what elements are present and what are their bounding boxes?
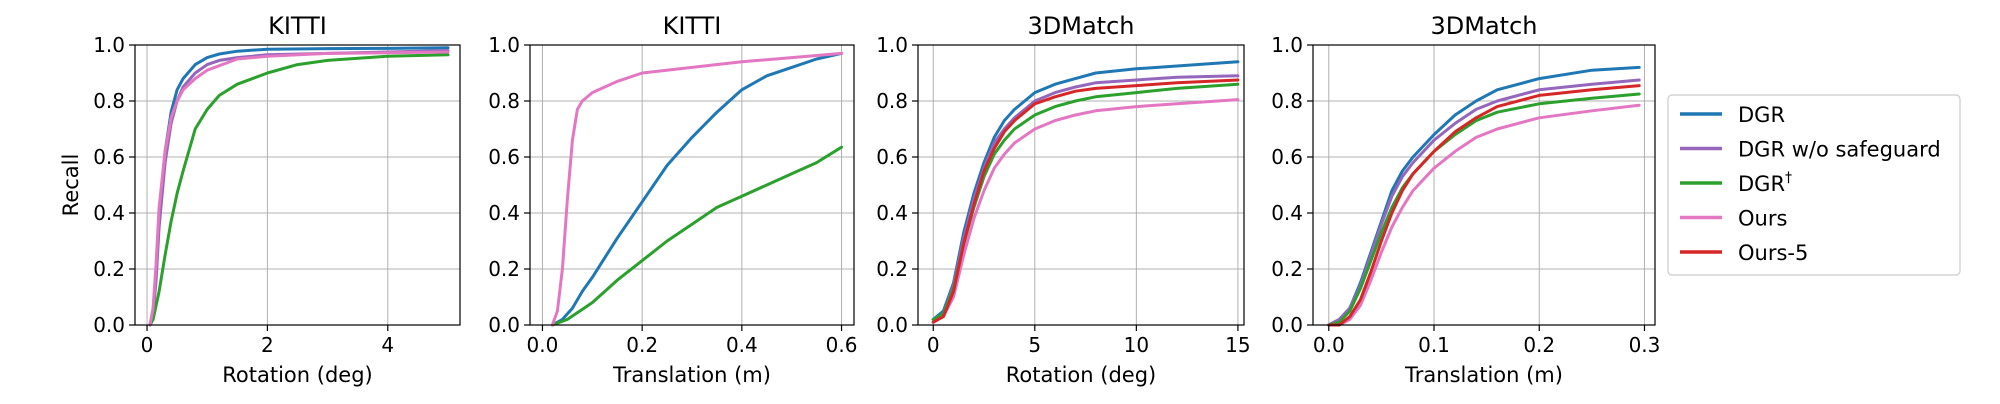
series-line-dgr [550, 51, 843, 327]
x-tick-label: 0.2 [1523, 333, 1555, 357]
x-tick-label: 0.0 [1313, 333, 1345, 357]
y-tick-label: 0.0 [876, 313, 908, 337]
series-line-ours-5 [1327, 84, 1641, 327]
series-line-dgr- [550, 145, 843, 327]
axes-frame [529, 44, 855, 326]
y-tick-label: 0.4 [93, 201, 125, 225]
y-tick-label: 1.0 [876, 33, 908, 57]
x-axis-label: Translation (m) [612, 363, 771, 387]
x-tick-label: 4 [381, 333, 394, 357]
x-tick-label: 0.2 [626, 333, 658, 357]
legend-label: DGR w/o safeguard [1738, 138, 1941, 162]
legend-item: Ours-5 [1680, 241, 1808, 265]
legend-item: DGR [1680, 103, 1785, 127]
legend: DGR DGR w/o safeguard DGR† Ours Ours-5 [1667, 94, 1961, 276]
x-tick-label: 0.6 [826, 333, 858, 357]
x-tick-label: 0 [927, 333, 940, 357]
chart-title: 3DMatch [1028, 12, 1135, 40]
series-line-ours [931, 98, 1240, 324]
legend-item: DGR w/o safeguard [1680, 138, 1941, 162]
legend-frame [1667, 94, 1961, 276]
x-tick-label: 0.3 [1629, 333, 1661, 357]
series-line-ours [1327, 103, 1641, 327]
y-tick-label: 0.8 [488, 89, 520, 113]
series-line-ours [148, 50, 450, 327]
axes-frame [917, 44, 1245, 326]
y-tick-label: 0.0 [93, 313, 125, 337]
chart-panel-1: 0 2 4 0.0 0.2 0.4 0.6 0.8 1.0 KITTI Rotation (deg)… [59, 12, 461, 387]
legend-item: Ours [1680, 207, 1787, 231]
axes-frame [134, 44, 461, 326]
x-axis-label: Rotation (deg) [222, 363, 372, 387]
y-tick-label: 1.0 [93, 33, 125, 57]
x-tick-label: 0 [141, 333, 154, 357]
chart-title: KITTI [268, 12, 327, 40]
y-tick-label: 0.6 [1271, 145, 1303, 169]
legend-label-superscript: † [1785, 170, 1792, 186]
series-line-dgr- [148, 53, 450, 327]
y-tick-label: 0.2 [876, 257, 908, 281]
legend-label: Ours [1738, 207, 1787, 231]
x-axis-label: Rotation (deg) [1006, 363, 1156, 387]
y-tick-label: 0.4 [488, 201, 520, 225]
y-tick-label: 1.0 [488, 33, 520, 57]
x-tick-label: 15 [1225, 333, 1250, 357]
y-tick-label: 0.8 [1271, 89, 1303, 113]
x-tick-label: 0.1 [1418, 333, 1450, 357]
y-tick-label: 0.2 [1271, 257, 1303, 281]
legend-item: DGR† [1680, 170, 1792, 196]
y-tick-label: 0.6 [93, 145, 125, 169]
y-tick-label: 0.0 [1271, 313, 1303, 337]
chart-title: KITTI [663, 12, 722, 40]
chart-panel-4: 0.0 0.1 0.2 0.3 0.0 0.2 0.4 0.6 0.8 1.0 3DMatch Tra… [1271, 12, 1660, 387]
series-line-ours [550, 51, 843, 327]
y-tick-label: 0.2 [488, 257, 520, 281]
y-tick-label: 0.6 [488, 145, 520, 169]
y-axis-label: Recall [59, 154, 83, 217]
x-tick-label: 0.0 [527, 333, 559, 357]
x-tick-label: 0.4 [726, 333, 758, 357]
y-tick-label: 0.0 [488, 313, 520, 337]
y-tick-label: 1.0 [1271, 33, 1303, 57]
chart-title: 3DMatch [1431, 12, 1538, 40]
legend-label: DGR† [1738, 170, 1792, 196]
legend-label: DGR [1738, 103, 1785, 127]
x-tick-label: 10 [1124, 333, 1149, 357]
chart-panel-2: 0.0 0.2 0.4 0.6 0.0 0.2 0.4 0.6 0.8 1.0 KITTI Trans… [488, 12, 857, 387]
legend-label: Ours-5 [1738, 241, 1808, 265]
x-tick-label: 2 [261, 333, 274, 357]
x-tick-label: 5 [1028, 333, 1041, 357]
y-tick-label: 0.4 [876, 201, 908, 225]
y-tick-label: 0.4 [1271, 201, 1303, 225]
y-tick-label: 0.8 [93, 89, 125, 113]
y-tick-label: 0.8 [876, 89, 908, 113]
chart-panel-3: 0 5 10 15 0.0 0.2 0.4 0.6 0.8 1.0 3DMatch Rotation … [876, 12, 1250, 387]
y-tick-label: 0.2 [93, 257, 125, 281]
series-line-ours-5 [931, 78, 1240, 324]
y-tick-label: 0.6 [876, 145, 908, 169]
axes-frame [1312, 44, 1656, 326]
x-axis-label: Translation (m) [1404, 363, 1563, 387]
